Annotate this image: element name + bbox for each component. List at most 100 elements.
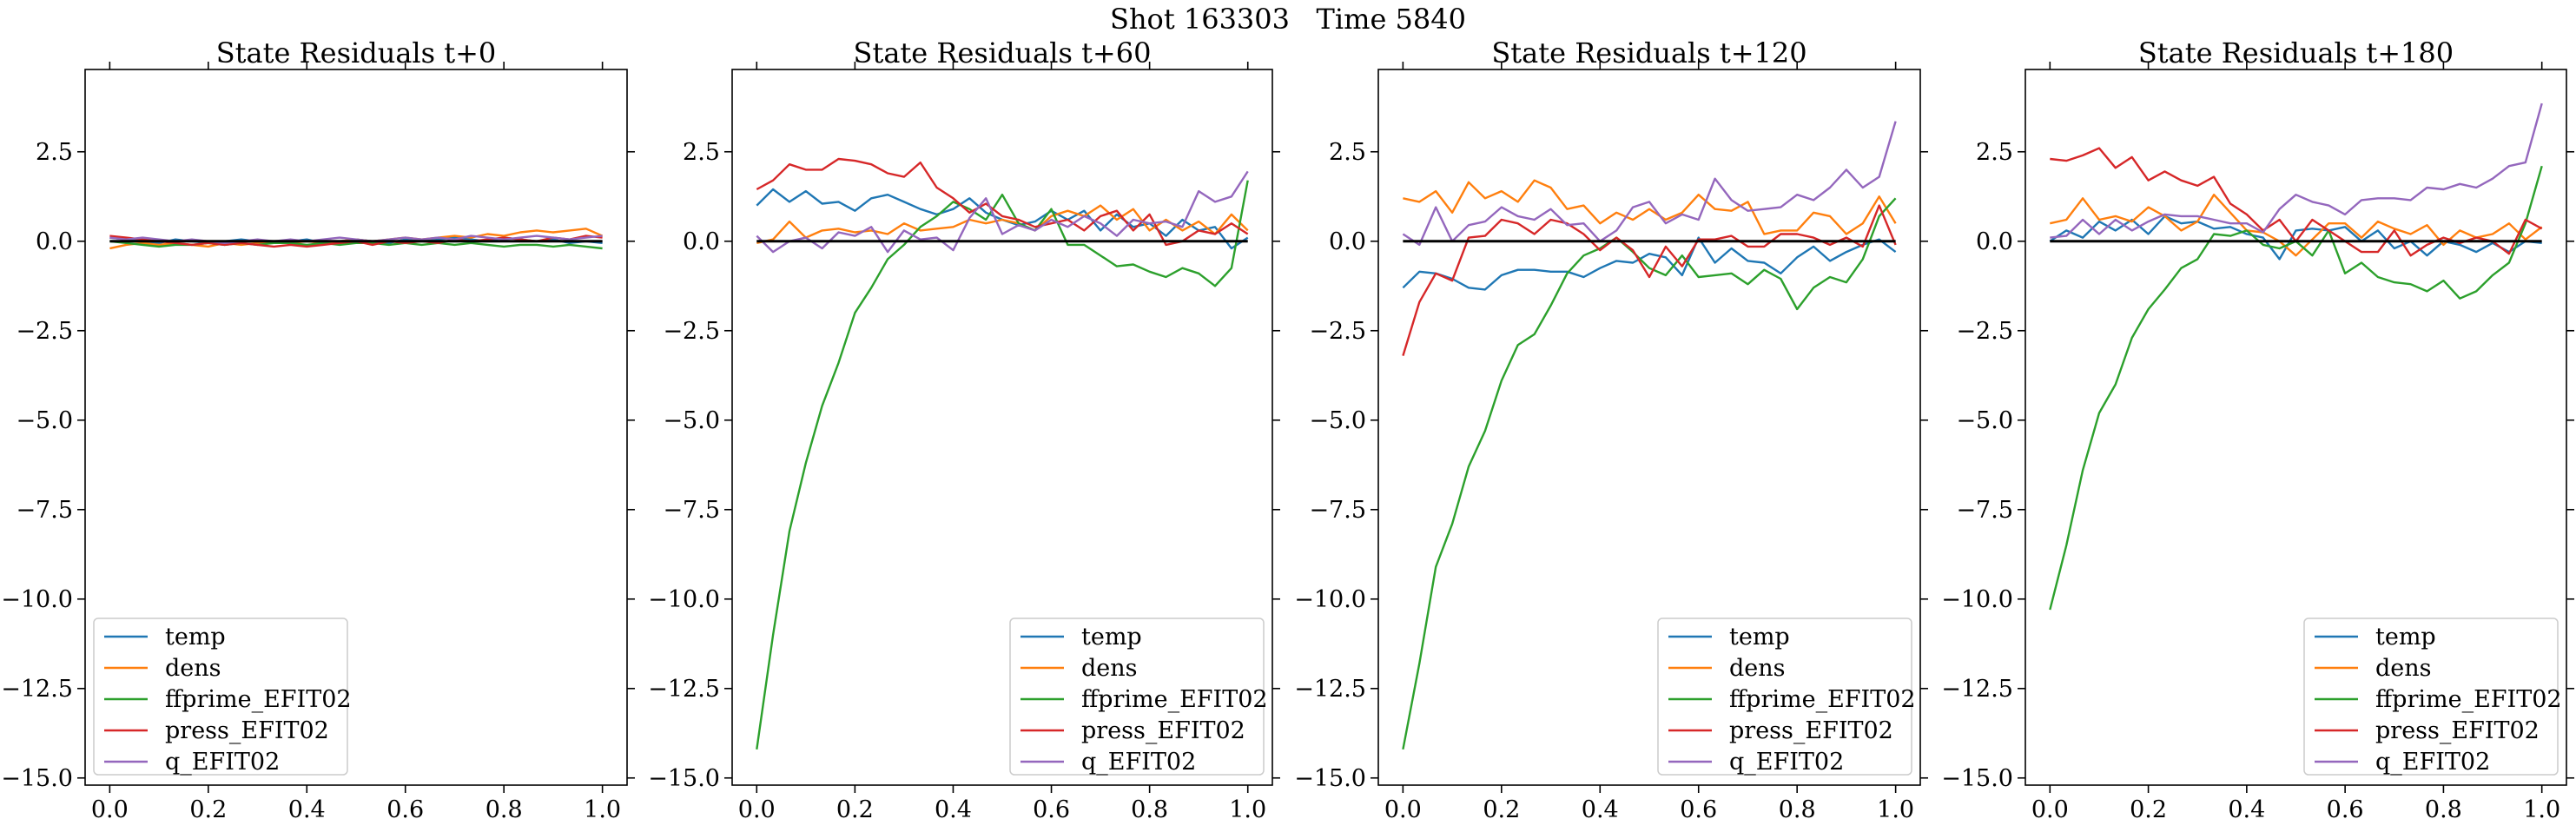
x-tick-label: 0.2 [836, 796, 874, 819]
series-line-temp [2049, 215, 2542, 261]
subplot-2: State Residuals t+120 0.0 0.2 0.4 0.6 0.8 1.0 2… [1294, 36, 1928, 819]
legend-label-q_EFIT02: q_EFIT02 [2375, 749, 2490, 776]
legend-label-temp: temp [165, 624, 226, 651]
x-tick-label: 0.4 [288, 796, 326, 819]
y-tick-label: −10.0 [1941, 586, 2013, 613]
y-tick-label: −7.5 [1309, 497, 1366, 524]
series-line-temp [1402, 236, 1897, 291]
legend-label-temp: temp [1729, 624, 1790, 651]
series-line-dens [2050, 193, 2543, 257]
series-line-dens [756, 204, 1249, 244]
y-tick-label: −7.5 [16, 497, 73, 524]
legend: temp dens ffprime_EFIT02 press_EFIT02 q_EFIT… [1657, 618, 1916, 776]
y-tick-label: −5.0 [1309, 407, 1366, 434]
y-tick-label: 0.0 [1976, 228, 2013, 255]
x-tick-label: 0.0 [2031, 796, 2069, 819]
legend-box [2303, 618, 2559, 776]
subplot-0: State Residuals t+0 0.0 0.2 0.4 0.6 0.8 1.0 2.5… [1, 36, 635, 819]
legend-label-ffprime_EFIT02: ffprime_EFIT02 [1081, 686, 1268, 713]
axes-frame [1377, 69, 1921, 786]
legend-box [1657, 618, 1912, 776]
y-tick-label: 0.0 [1329, 228, 1366, 255]
y-tick-label: 2.5 [1329, 139, 1366, 166]
subplot-1: State Residuals t+60 0.0 0.2 0.4 0.6 0.8 1.0 2.… [648, 36, 1280, 819]
y-tick-label: −2.5 [16, 318, 73, 345]
series-line-q_EFIT02 [109, 234, 603, 244]
y-tick-label: 2.5 [683, 139, 720, 166]
legend-label-temp: temp [1081, 624, 1142, 651]
legend-label-press_EFIT02: press_EFIT02 [2375, 717, 2540, 744]
legend-label-ffprime_EFIT02: ffprime_EFIT02 [165, 686, 352, 713]
y-tick-label: −5.0 [663, 407, 720, 434]
y-tick-label: −15.0 [1941, 765, 2013, 792]
y-tick-label: −12.5 [1941, 676, 2013, 703]
legend: temp dens ffprime_EFIT02 press_EFIT02 q_EFIT… [2303, 618, 2562, 776]
y-tick-label: −10.0 [1, 586, 73, 613]
series-line-q_EFIT02 [2050, 102, 2543, 239]
subplot-title: State Residuals t+180 [2138, 36, 2454, 69]
x-tick-label: 0.8 [1131, 796, 1168, 819]
legend-label-ffprime_EFIT02: ffprime_EFIT02 [1729, 686, 1916, 713]
y-tick-label: −12.5 [1294, 676, 1366, 703]
series-line-press_EFIT02 [756, 157, 1249, 247]
y-tick-label: −15.0 [1, 765, 73, 792]
y-tick-label: 2.5 [1976, 139, 2013, 166]
legend-label-q_EFIT02: q_EFIT02 [1729, 749, 1844, 776]
series-line-q_EFIT02 [756, 170, 1249, 254]
series-line-q_EFIT02 [1402, 121, 1897, 247]
y-tick-label: −15.0 [1294, 765, 1366, 792]
x-tick-label: 0.2 [1483, 796, 1520, 819]
x-tick-label: 0.6 [386, 796, 424, 819]
y-tick-label: −10.0 [648, 586, 720, 613]
x-tick-label: 0.8 [1779, 796, 1816, 819]
legend-box [93, 618, 348, 776]
x-tick-label: 1.0 [1877, 796, 1914, 819]
y-tick-label: −2.5 [663, 318, 720, 345]
y-tick-label: −5.0 [1956, 407, 2013, 434]
legend-label-press_EFIT02: press_EFIT02 [1081, 717, 1245, 744]
legend-box [1009, 618, 1265, 776]
legend: temp dens ffprime_EFIT02 press_EFIT02 q_EFIT… [93, 618, 352, 776]
legend: temp dens ffprime_EFIT02 press_EFIT02 q_EFIT… [1009, 618, 1268, 776]
series-line-ffprime_EFIT02 [756, 180, 1249, 750]
y-tick-label: −10.0 [1294, 586, 1366, 613]
figure-title: Shot 163303 Time 5840 [1110, 3, 1466, 36]
legend-label-q_EFIT02: q_EFIT02 [165, 749, 280, 776]
legend-label-dens: dens [1729, 655, 1786, 682]
x-tick-label: 0.2 [189, 796, 227, 819]
series-line-press_EFIT02 [2050, 147, 2543, 257]
legend-label-dens: dens [1081, 655, 1138, 682]
y-tick-label: 2.5 [36, 139, 73, 166]
axes-frame [2024, 69, 2567, 786]
y-tick-label: −2.5 [1956, 318, 2013, 345]
x-tick-label: 0.0 [91, 796, 129, 819]
legend-label-ffprime_EFIT02: ffprime_EFIT02 [2375, 686, 2562, 713]
x-tick-label: 1.0 [2523, 796, 2560, 819]
legend-label-q_EFIT02: q_EFIT02 [1081, 749, 1196, 776]
x-tick-label: 0.0 [738, 796, 776, 819]
y-tick-label: −7.5 [663, 497, 720, 524]
x-tick-label: 0.8 [2425, 796, 2462, 819]
y-tick-label: −12.5 [648, 676, 720, 703]
x-tick-label: 0.6 [1033, 796, 1070, 819]
y-tick-label: 0.0 [36, 228, 73, 255]
legend-label-dens: dens [165, 655, 221, 682]
x-tick-label: 0.4 [2228, 796, 2265, 819]
x-tick-label: 1.0 [1229, 796, 1266, 819]
y-tick-label: 0.0 [683, 228, 720, 255]
x-tick-label: 0.6 [2327, 796, 2364, 819]
x-tick-label: 0.6 [1680, 796, 1717, 819]
x-tick-label: 0.8 [485, 796, 523, 819]
y-tick-label: −5.0 [16, 407, 73, 434]
x-tick-label: 0.4 [1582, 796, 1619, 819]
y-tick-label: −15.0 [648, 765, 720, 792]
subplot-3: State Residuals t+180 0.0 0.2 0.4 0.6 0.8 1.0 2… [1941, 36, 2574, 819]
series-line-press_EFIT02 [1402, 204, 1897, 356]
x-tick-label: 0.4 [935, 796, 972, 819]
subplot-title: State Residuals t+120 [1491, 36, 1807, 69]
x-tick-label: 0.2 [2130, 796, 2167, 819]
legend-label-dens: dens [2375, 655, 2432, 682]
subplot-title: State Residuals t+60 [854, 36, 1152, 69]
subplot-title: State Residuals t+0 [216, 36, 497, 69]
